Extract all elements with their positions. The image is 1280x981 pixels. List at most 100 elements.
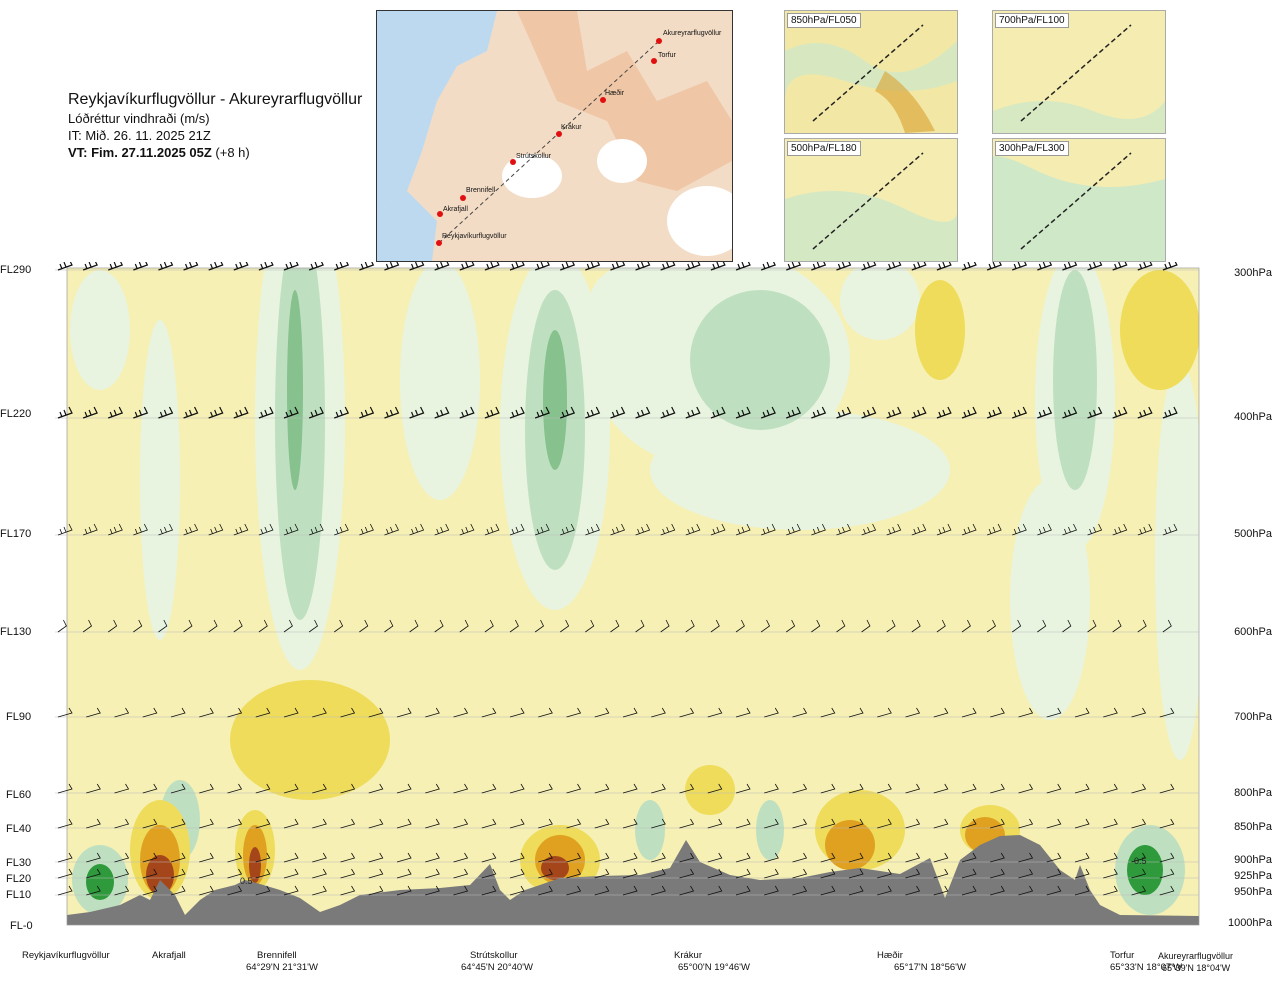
wind-barb bbox=[1159, 852, 1175, 863]
sink-zone bbox=[1127, 845, 1163, 895]
wind-barb bbox=[453, 818, 469, 829]
wind-barb bbox=[610, 523, 626, 536]
wind-barb bbox=[396, 783, 412, 794]
wind-barb bbox=[933, 885, 949, 896]
wind-barb bbox=[1131, 783, 1147, 794]
wind-barb bbox=[848, 783, 864, 794]
wind-barb bbox=[538, 783, 553, 794]
wind-barb bbox=[509, 783, 525, 794]
wind-barb bbox=[258, 262, 274, 271]
wind-barb bbox=[1046, 707, 1062, 718]
minimap-700-label: 700hPa/FL100 bbox=[995, 13, 1069, 28]
map-label-akrafjall: Akrafjall bbox=[443, 206, 468, 213]
wind-barb bbox=[86, 783, 101, 794]
wind-barb bbox=[785, 619, 796, 633]
wind-barb bbox=[86, 707, 101, 718]
wind-barb bbox=[233, 619, 243, 633]
wind-barb bbox=[1018, 707, 1034, 718]
fl-label: FL30 bbox=[6, 857, 32, 869]
wind-barb bbox=[961, 885, 977, 896]
minimap-300: 300hPa/FL300 bbox=[992, 138, 1166, 262]
wind-barb bbox=[484, 262, 500, 271]
wind-barb bbox=[764, 868, 779, 879]
wind-barb bbox=[560, 262, 576, 271]
wind-barb bbox=[108, 262, 124, 271]
wind-barb bbox=[170, 868, 186, 879]
wind-barb bbox=[183, 523, 199, 536]
wind-barb bbox=[764, 852, 779, 863]
fl-label: FL40 bbox=[6, 823, 32, 835]
wind-barb bbox=[820, 818, 836, 829]
wind-barb bbox=[82, 262, 98, 271]
wind-barb bbox=[961, 406, 977, 419]
wind-barb bbox=[905, 783, 921, 794]
wind-barb bbox=[936, 619, 946, 633]
wind-barb bbox=[707, 852, 723, 863]
minimap-700: 700hPa/FL100 bbox=[992, 10, 1166, 134]
wind-barb bbox=[933, 707, 949, 718]
wind-barb bbox=[107, 619, 118, 633]
sink-zone bbox=[650, 410, 950, 530]
wind-barb bbox=[660, 262, 676, 271]
wind-barb bbox=[679, 852, 695, 863]
wind-barb bbox=[425, 783, 440, 794]
wind-barb bbox=[1011, 619, 1022, 633]
wind-barb bbox=[509, 619, 519, 633]
wind-barb bbox=[340, 707, 356, 718]
wind-barb bbox=[208, 406, 224, 419]
wind-barb bbox=[877, 868, 892, 879]
wind-barb bbox=[86, 885, 101, 896]
wind-barb bbox=[735, 707, 751, 718]
wind-barb bbox=[425, 818, 440, 829]
wind-barb bbox=[484, 406, 500, 419]
wind-barb bbox=[735, 818, 751, 829]
wind-barb bbox=[170, 707, 186, 718]
wind-barb bbox=[1074, 818, 1090, 829]
wind-barb bbox=[848, 868, 864, 879]
fl-label: FL90 bbox=[6, 711, 32, 723]
wind-barb bbox=[459, 523, 475, 536]
wind-barb bbox=[509, 262, 525, 271]
wind-barb bbox=[1112, 262, 1128, 271]
wind-barb bbox=[368, 868, 384, 879]
wind-barb bbox=[509, 818, 525, 829]
wind-barb bbox=[820, 707, 836, 718]
map-label-strutskollur: Strútskollur bbox=[516, 153, 552, 160]
wind-barb bbox=[534, 262, 550, 271]
wind-barb bbox=[990, 707, 1005, 718]
wind-barb bbox=[142, 852, 158, 863]
wind-barb bbox=[1046, 783, 1062, 794]
wind-barb bbox=[820, 885, 836, 896]
wind-barb bbox=[459, 619, 469, 633]
wind-barb bbox=[905, 852, 921, 863]
waypoint-name: Brennifell bbox=[257, 950, 297, 961]
wind-barb bbox=[710, 406, 726, 419]
map-label-akureyri: Akureyrarflugvöllur bbox=[663, 30, 722, 37]
wind-barb bbox=[792, 707, 808, 718]
wind-barb bbox=[409, 406, 425, 419]
wind-barb bbox=[133, 262, 149, 271]
wind-barb bbox=[481, 868, 497, 879]
wind-barb bbox=[961, 262, 977, 271]
wind-barb bbox=[368, 818, 384, 829]
wind-barb bbox=[142, 818, 158, 829]
rise-zone bbox=[685, 765, 735, 815]
wind-barb bbox=[114, 818, 130, 829]
wind-barb bbox=[961, 783, 977, 794]
wind-barb bbox=[792, 852, 808, 863]
wind-barb bbox=[786, 406, 802, 419]
wind-barb bbox=[1159, 885, 1175, 896]
wind-barb bbox=[170, 852, 186, 863]
wind-barb bbox=[538, 852, 553, 863]
wind-barb bbox=[1103, 818, 1118, 829]
wind-barb bbox=[114, 868, 130, 879]
wind-barb bbox=[786, 262, 802, 271]
sink-zone bbox=[756, 800, 784, 860]
wind-barb bbox=[760, 262, 776, 271]
wind-barb bbox=[1159, 868, 1175, 879]
wind-barb bbox=[764, 885, 779, 896]
wind-barb bbox=[57, 818, 73, 829]
wind-barb bbox=[255, 818, 271, 829]
wind-barb bbox=[786, 523, 801, 536]
wind-barb bbox=[1074, 783, 1090, 794]
